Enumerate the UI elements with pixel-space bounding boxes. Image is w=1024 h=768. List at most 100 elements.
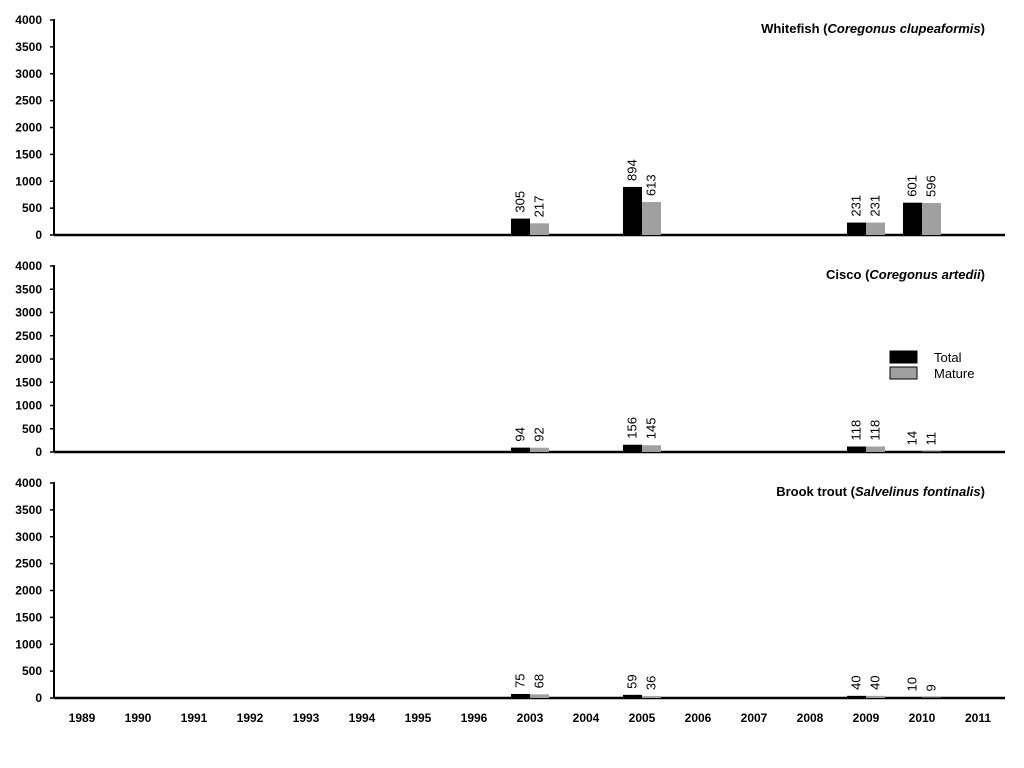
y-tick-label: 4000	[15, 259, 42, 273]
y-tick-label: 3000	[15, 67, 42, 81]
y-tick-label: 1500	[15, 610, 42, 624]
y-tick-label: 2500	[15, 94, 42, 108]
bar-total-2010	[903, 697, 922, 698]
data-label: 59	[625, 674, 640, 688]
y-tick-label: 0	[35, 228, 42, 242]
data-label: 613	[644, 174, 659, 196]
bar-mature-2010	[922, 202, 941, 235]
y-tick-label: 1500	[15, 375, 42, 389]
species-common-name: Brook trout	[776, 484, 847, 499]
data-label: 68	[532, 674, 547, 688]
data-label: 305	[513, 191, 528, 213]
data-label: 9	[924, 684, 939, 691]
y-tick-label: 1000	[15, 174, 42, 188]
x-tick-label: 1994	[349, 711, 376, 725]
y-tick-label: 500	[22, 201, 42, 215]
y-tick-label: 4000	[15, 13, 42, 27]
y-tick-label: 4000	[15, 476, 42, 490]
bar-total-2009	[847, 695, 866, 698]
bar-mature-2009	[866, 446, 885, 452]
data-label: 92	[532, 427, 547, 441]
legend-label-total: Total	[934, 350, 962, 365]
x-tick-label: 2007	[741, 711, 768, 725]
y-tick-label: 0	[35, 691, 42, 705]
bar-total-2003	[511, 447, 530, 452]
species-common-name: Cisco	[826, 267, 861, 282]
bar-total-2005	[623, 186, 642, 235]
panel-title: Brook trout (Salvelinus fontinalis)	[776, 484, 985, 499]
x-tick-label: 2010	[909, 711, 936, 725]
x-tick-label: 2009	[853, 711, 880, 725]
species-latin-name: Coregonus artedii	[869, 267, 981, 282]
x-tick-label: 2005	[629, 711, 656, 725]
x-tick-label: 1989	[69, 711, 96, 725]
y-tick-label: 1500	[15, 147, 42, 161]
y-tick-label: 3500	[15, 282, 42, 296]
legend-swatch-total	[889, 350, 918, 364]
legend-swatch-mature	[889, 366, 918, 380]
bar-mature-2005	[642, 202, 661, 235]
data-label: 231	[868, 195, 883, 217]
y-tick-label: 0	[35, 445, 42, 459]
x-tick-label: 1996	[461, 711, 488, 725]
data-label: 601	[905, 175, 920, 197]
bar-mature-2003	[530, 694, 549, 698]
data-label: 10	[905, 677, 920, 691]
x-tick-label: 1990	[125, 711, 152, 725]
panel-whitefish: 0 500 1000 1500 2000 2500 3000 3500 4000 Whitefis…	[15, 13, 1005, 242]
data-label: 118	[868, 420, 883, 441]
x-tick-label: 2011	[965, 711, 991, 725]
species-common-name: Whitefish	[761, 21, 820, 36]
x-tick-label: 2003	[517, 711, 544, 725]
y-tick-label: 2500	[15, 329, 42, 343]
data-label: 40	[868, 675, 883, 689]
species-latin-name: Salvelinus fontinalis	[855, 484, 981, 499]
bar-mature-2003	[530, 223, 549, 235]
data-label: 217	[532, 196, 547, 218]
bar-total-2003	[511, 218, 530, 235]
data-label: 36	[644, 676, 659, 690]
panel-brook-trout: 0 500 1000 1500 2000 2500 3000 3500 4000 Brook tr…	[15, 476, 1005, 705]
y-tick-label: 3000	[15, 306, 42, 320]
panel-title: Cisco (Coregonus artedii)	[826, 267, 985, 282]
data-label: 231	[849, 195, 864, 217]
bar-mature-2009	[866, 222, 885, 235]
species-latin-name: Coregonus clupeaformis	[828, 21, 981, 36]
x-tick-label: 1993	[293, 711, 320, 725]
x-tick-label: 2004	[573, 711, 600, 725]
data-label: 40	[849, 675, 864, 689]
x-tick-label: 1995	[405, 711, 432, 725]
bar-total-2003	[511, 693, 530, 698]
y-tick-label: 3500	[15, 40, 42, 54]
panel-cisco: 0 500 1000 1500 2000 2500 3000 3500 4000 Cisco (C…	[15, 259, 1005, 459]
bar-total-2009	[847, 446, 866, 452]
data-label: 596	[924, 175, 939, 197]
bar-mature-2003	[530, 447, 549, 452]
bar-mature-2005	[642, 696, 661, 698]
y-tick-label: 3500	[15, 503, 42, 517]
bar-total-2010	[903, 451, 922, 452]
data-label: 94	[513, 427, 528, 441]
data-label: 145	[644, 418, 659, 440]
y-tick-label: 500	[22, 422, 42, 436]
x-tick-label: 1992	[237, 711, 264, 725]
data-label: 75	[513, 674, 528, 688]
data-label: 14	[905, 431, 920, 445]
bar-total-2010	[903, 202, 922, 235]
x-tick-label: 2006	[685, 711, 712, 725]
panel-title: Whitefish (Coregonus clupeaformis)	[761, 21, 985, 36]
bar-total-2005	[623, 444, 642, 452]
y-tick-label: 1000	[15, 399, 42, 413]
data-label: 156	[625, 417, 640, 439]
data-label: 11	[924, 432, 939, 446]
bar-mature-2010	[922, 451, 941, 452]
x-tick-label: 1991	[181, 711, 208, 725]
bar-total-2005	[623, 694, 642, 698]
x-tick-label: 2008	[797, 711, 824, 725]
y-tick-label: 2500	[15, 557, 42, 571]
data-label: 118	[849, 420, 864, 441]
y-tick-label: 2000	[15, 352, 42, 366]
y-tick-label: 1000	[15, 637, 42, 651]
bar-mature-2009	[866, 695, 885, 698]
